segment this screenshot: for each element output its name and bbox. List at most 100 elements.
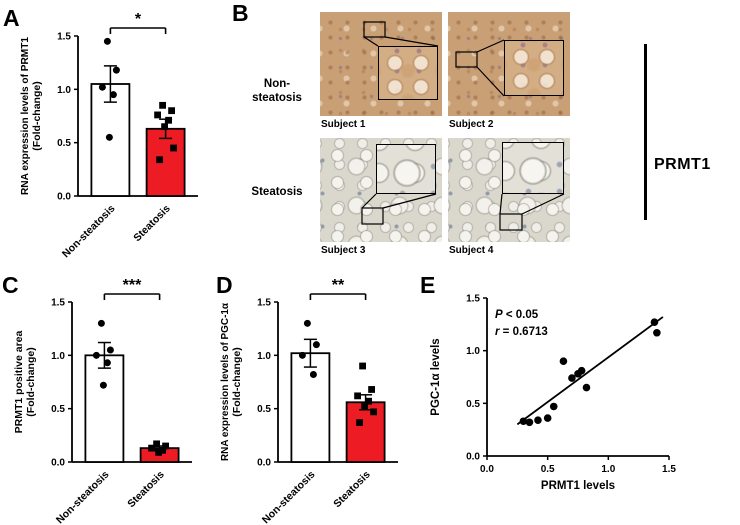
ihc-image-subject-1	[320, 12, 442, 116]
zoom-annotation	[455, 39, 505, 97]
subject-1-label: Subject 1	[321, 119, 366, 130]
zoom-connector-line	[361, 193, 377, 209]
y-tick-label: 0.0	[57, 192, 71, 203]
data-point	[103, 359, 111, 367]
x-axis-label: PRMT1 levels	[541, 480, 615, 492]
x-tick-label: 0.0	[480, 464, 494, 475]
y-axis-label: (Fold-change)	[25, 347, 37, 416]
data-point	[92, 351, 100, 359]
bar-Steatosis	[345, 401, 386, 463]
y-tick-label: 1.5	[57, 32, 71, 43]
y-tick-label: 1.0	[257, 351, 271, 362]
data-point	[354, 392, 361, 400]
data-point	[159, 101, 166, 109]
y-axis-label: (Fold-change)	[31, 81, 43, 150]
zoom-connector-line	[476, 66, 505, 97]
panel-label-a: A	[3, 5, 20, 31]
data-point	[106, 346, 114, 354]
zoom-inset-box	[504, 40, 564, 96]
y-axis-label: (Fold-change)	[231, 347, 243, 416]
data-point	[549, 402, 558, 411]
x-category-label: Steatosis	[131, 203, 173, 245]
bar-Non-steatosis	[84, 354, 125, 463]
x-category-label: Steatosis	[125, 469, 167, 511]
panel-d-bar-chart: 0.0 0.5 1.0 1.5 ** Non-steatosis Steatosis RNA …	[214, 266, 404, 525]
data-point	[543, 414, 552, 422]
data-point	[582, 383, 591, 392]
data-point	[312, 341, 320, 349]
zoom-annotation	[361, 193, 437, 225]
zoom-region-outline	[455, 51, 478, 68]
zoom-connector-line	[521, 193, 565, 215]
x-category-label: Non-steatosis	[60, 203, 118, 258]
data-point	[153, 440, 160, 448]
zoom-inset-box	[378, 46, 438, 100]
chart-panel-D: 0.0 0.5 1.0 1.5 ** Non-steatosis Steatosis RNA …	[219, 277, 398, 525]
y-axis-label: RNA expression levels of PRMT1	[19, 37, 31, 195]
y-tick-label: 0.5	[57, 138, 71, 149]
data-point	[154, 111, 161, 119]
data-point	[162, 442, 169, 450]
data-point	[298, 351, 306, 359]
prmt1-bracket-line	[644, 44, 647, 220]
x-tick-label: 1.0	[601, 464, 615, 475]
data-point	[103, 37, 111, 45]
chart-panel-A: 0.0 0.5 1.0 1.5 * Non-steatosis Steatosis RNA e…	[19, 11, 198, 260]
data-point	[303, 319, 311, 327]
panel-label-e: E	[420, 272, 436, 298]
y-tick-label: 1.0	[466, 346, 480, 357]
zoom-region-outline	[363, 21, 386, 38]
y-tick-label: 0.5	[257, 404, 271, 415]
significance-label: **	[332, 277, 345, 294]
zoom-connector-line	[476, 39, 505, 53]
x-category-label: Steatosis	[331, 469, 373, 511]
bar-Non-steatosis	[290, 352, 331, 463]
panel-b-row-label-steatosis: Steatosis	[251, 186, 303, 198]
data-point	[534, 416, 542, 424]
data-point	[525, 418, 534, 427]
data-point	[309, 371, 317, 379]
panel-label-d: D	[216, 272, 233, 298]
zoom-annotation	[499, 193, 565, 231]
data-point	[361, 403, 368, 410]
zoom-connector-line	[363, 36, 379, 47]
data-point	[653, 328, 661, 337]
data-point	[165, 116, 172, 124]
data-point	[577, 366, 586, 375]
data-point	[97, 319, 105, 327]
y-tick-label: 0.5	[466, 399, 480, 410]
zoom-annotation	[363, 21, 439, 47]
data-point	[359, 362, 366, 370]
data-point	[168, 107, 175, 115]
subject-4-label: Subject 4	[449, 245, 494, 256]
x-category-label: Non-steatosis	[260, 469, 318, 524]
data-point	[155, 449, 162, 456]
bar-Steatosis	[145, 127, 186, 197]
ihc-image-subject-2	[448, 12, 570, 116]
subject-3-label: Subject 3	[321, 245, 366, 256]
y-tick-label: 1.5	[466, 294, 480, 305]
subject-2-label: Subject 2	[449, 119, 494, 130]
data-point	[650, 318, 659, 327]
data-point	[109, 91, 117, 99]
zoom-region-outline	[361, 207, 384, 225]
zoom-connector-line	[382, 193, 437, 209]
y-axis-label: PRMT1 positive area	[13, 330, 25, 433]
panel-e-scatter-chart: 0.0 0.5 1.0 1.5 0.0 0.5 1.0 1.5 P < 0.05 r = 0.67…	[425, 270, 680, 525]
data-point	[112, 66, 120, 74]
chart-panel-C: 0.0 0.5 1.0 1.5 *** Non-steatosis Steatosis PRM…	[13, 277, 192, 525]
significance-label: *	[135, 11, 142, 28]
y-tick-label: 0.0	[257, 458, 271, 469]
data-point	[370, 408, 377, 416]
y-tick-label: 1.5	[51, 298, 65, 309]
data-point	[161, 123, 168, 131]
y-tick-label: 1.5	[257, 298, 271, 309]
zoom-connector-line	[384, 36, 439, 47]
data-point	[559, 357, 568, 365]
chart-panel-E: 0.0 0.5 1.0 1.5 0.0 0.5 1.0 1.5 P < 0.05 r = 0.67…	[430, 294, 676, 493]
data-point	[159, 446, 166, 454]
data-point	[105, 133, 113, 141]
x-tick-label: 1.5	[662, 464, 676, 475]
data-point	[368, 386, 375, 393]
